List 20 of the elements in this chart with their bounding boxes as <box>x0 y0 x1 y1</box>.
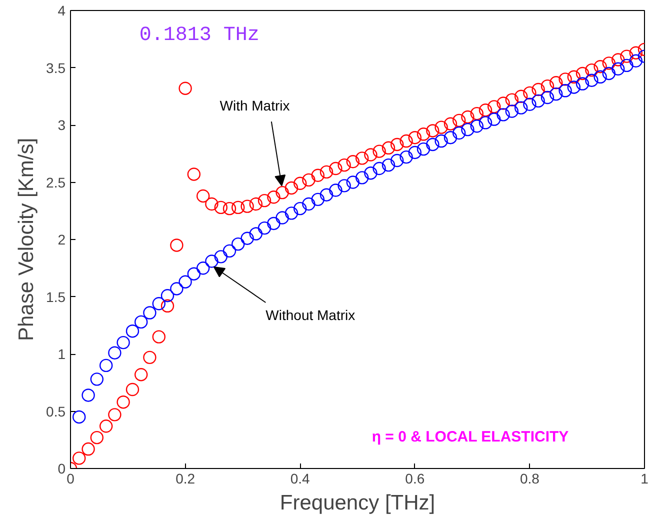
annotation: η = 0 & LOCAL ELASTICITY <box>372 428 569 446</box>
y-tick-label: 0.5 <box>46 403 66 420</box>
x-tick-label: 1 <box>640 470 649 486</box>
x-tick-label: 0.6 <box>405 470 425 486</box>
y-tick-label: 2 <box>58 232 66 248</box>
x-axis-title: Frequency [THz] <box>280 492 436 514</box>
y-tick-label: 3 <box>58 117 66 133</box>
annotation: Without Matrix <box>266 307 356 324</box>
y-tick-label: 0 <box>58 460 66 476</box>
annotation: With Matrix <box>220 98 290 114</box>
x-tick-label: 0.4 <box>290 470 310 486</box>
y-tick-label: 4 <box>58 2 66 18</box>
y-tick-label: 1 <box>58 346 66 362</box>
y-tick-label: 1.5 <box>46 288 66 305</box>
annotation: 0.1813 THz <box>139 24 260 48</box>
x-tick-label: 0.8 <box>520 470 540 486</box>
x-tick-label: 0.2 <box>176 470 196 486</box>
y-tick-label: 3.5 <box>46 60 66 76</box>
y-axis-title: Phase Velocity [Km/s] <box>15 138 38 342</box>
y-tick-label: 2.5 <box>46 174 66 190</box>
